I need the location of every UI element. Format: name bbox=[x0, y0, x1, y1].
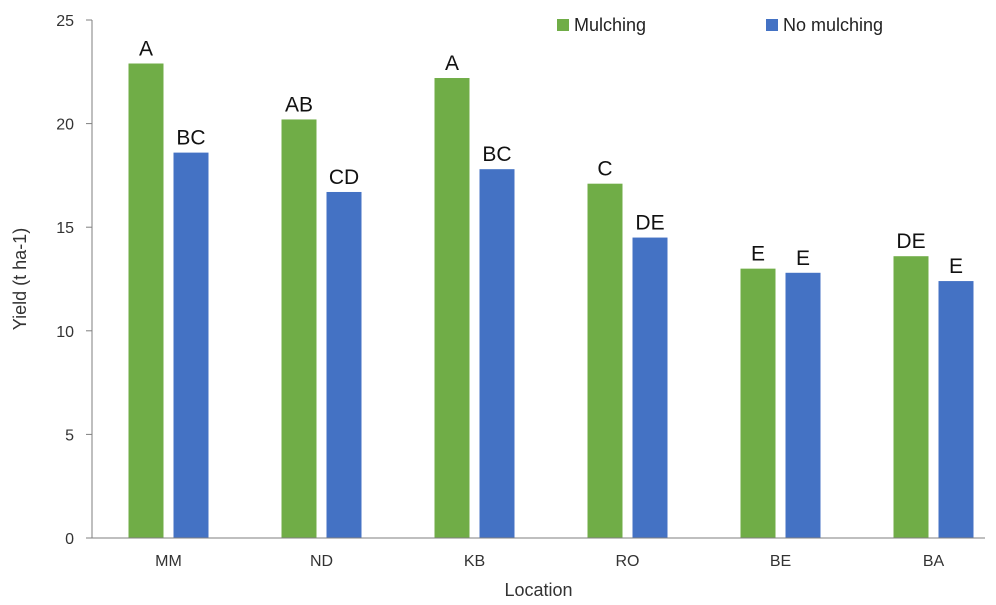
data-label: BC bbox=[482, 143, 511, 166]
data-label: E bbox=[751, 243, 765, 266]
x-tick-label: KB bbox=[464, 553, 485, 570]
y-tick-label: 20 bbox=[56, 117, 74, 134]
y-tick-label: 0 bbox=[65, 531, 74, 548]
bar-mulching-ba bbox=[893, 256, 929, 538]
data-label: A bbox=[445, 52, 459, 75]
y-tick-label: 25 bbox=[56, 13, 74, 30]
legend: Mulching No mulching bbox=[557, 15, 883, 35]
x-tick-label: BA bbox=[923, 553, 945, 570]
y-tick-label: 10 bbox=[56, 324, 74, 341]
x-axis-ticks: MM ND KB RO BE BA bbox=[155, 553, 944, 570]
data-labels: A BC AB CD A BC C DE E E DE E bbox=[139, 38, 963, 279]
bar-no-mulching-mm bbox=[173, 152, 209, 538]
data-label: AB bbox=[285, 93, 313, 116]
bar-no-mulching-nd bbox=[326, 191, 362, 538]
bar-mulching-nd bbox=[281, 119, 317, 539]
x-axis-title: Location bbox=[504, 580, 572, 600]
data-label: E bbox=[949, 255, 963, 278]
bar-no-mulching-kb bbox=[479, 169, 515, 538]
data-label: CD bbox=[329, 166, 359, 189]
legend-swatch bbox=[557, 19, 569, 31]
x-tick-label: MM bbox=[155, 553, 182, 570]
y-axis-title: Yield (t ha-1) bbox=[10, 228, 30, 330]
y-axis-ticks: 0 5 10 15 20 25 bbox=[56, 13, 92, 548]
data-label: DE bbox=[896, 230, 925, 253]
bar-mulching-be bbox=[740, 268, 776, 538]
legend-swatch bbox=[766, 19, 778, 31]
x-tick-label: ND bbox=[310, 553, 333, 570]
legend-label: No mulching bbox=[783, 15, 883, 35]
data-label: A bbox=[139, 38, 153, 61]
bar-mulching-kb bbox=[434, 78, 470, 539]
y-tick-label: 5 bbox=[65, 427, 74, 444]
bars bbox=[128, 63, 974, 539]
bar-no-mulching-ro bbox=[632, 237, 668, 538]
x-tick-label: RO bbox=[616, 553, 640, 570]
bar-mulching-mm bbox=[128, 63, 164, 539]
y-tick-label: 15 bbox=[56, 220, 74, 237]
bar-no-mulching-be bbox=[785, 272, 821, 538]
data-label: DE bbox=[635, 212, 664, 235]
bar-no-mulching-ba bbox=[938, 281, 974, 538]
data-label: E bbox=[796, 247, 810, 270]
data-label: C bbox=[597, 158, 612, 181]
data-label: BC bbox=[176, 127, 205, 150]
bar-mulching-ro bbox=[587, 183, 623, 539]
x-tick-label: BE bbox=[770, 553, 791, 570]
legend-label: Mulching bbox=[574, 15, 646, 35]
